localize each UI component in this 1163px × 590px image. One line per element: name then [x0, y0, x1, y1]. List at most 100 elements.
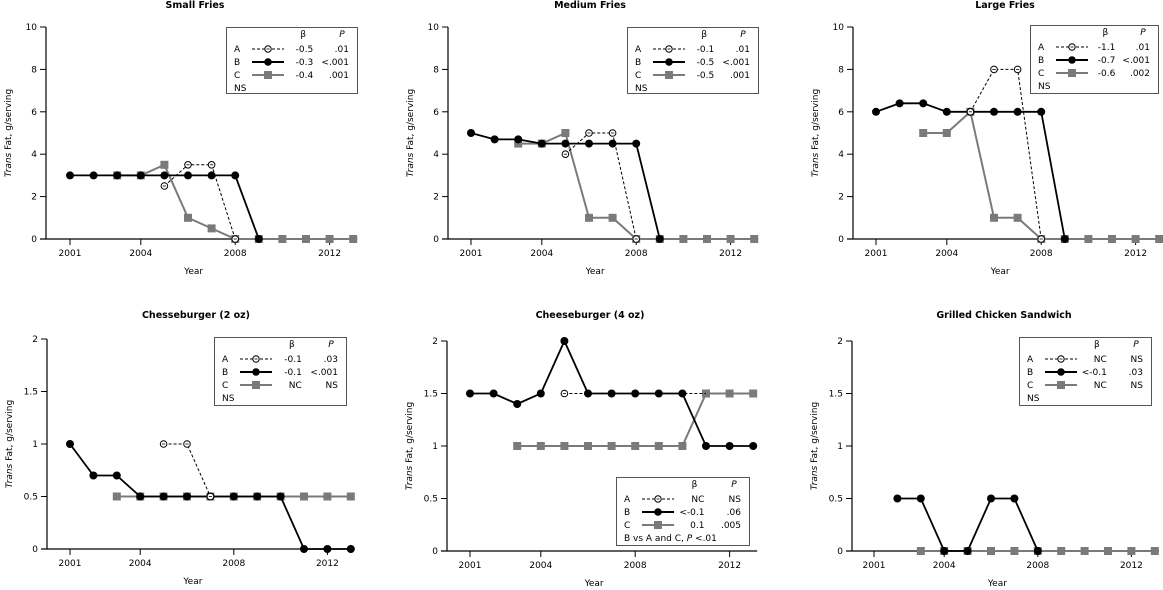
legend-marker-B — [1057, 368, 1065, 376]
legend-header-p: P — [731, 480, 737, 490]
data-point-B — [66, 171, 74, 180]
y-tick-label: 1 — [32, 440, 38, 450]
data-point-B — [323, 545, 332, 553]
data-point-C — [749, 389, 758, 398]
legend-beta-C: -0.4 — [296, 71, 314, 81]
chart-title: Small Fries — [166, 0, 225, 11]
legend-box — [226, 27, 358, 94]
data-point-B — [942, 107, 951, 116]
legend-beta-A: NC — [691, 495, 704, 505]
data-point-C — [1010, 547, 1019, 555]
data-point-B — [872, 107, 880, 116]
x-tick-label: 2001 — [459, 561, 482, 571]
data-point-B — [702, 442, 710, 450]
y-tick-label: 10 — [26, 23, 38, 33]
legend-p-A: .01 — [736, 45, 750, 55]
legend-p-A: NS — [729, 495, 742, 505]
chart-title: Chesseburger (2 oz) — [142, 310, 250, 321]
y-tick-label: 1.5 — [829, 390, 843, 400]
legend-header-beta: β — [1102, 28, 1108, 38]
legend-box — [1030, 25, 1159, 94]
x-tick-label: 2008 — [1026, 561, 1049, 571]
data-point-C — [302, 235, 310, 243]
chart-title: Large Fries — [975, 0, 1035, 11]
data-point-C — [584, 442, 592, 450]
data-point-C — [1013, 213, 1022, 222]
legend-header-beta: β — [692, 480, 698, 490]
y-tick-label: 0.5 — [24, 493, 38, 503]
legend-label-C: C — [635, 71, 641, 81]
legend: β P A NC NS B <-0.1 .03 C NC NS NS — [1019, 337, 1152, 406]
legend-header-p: P — [1133, 340, 1139, 350]
legend-marker-C — [1057, 381, 1065, 389]
y-tick-label: 4 — [838, 150, 844, 160]
data-point-C — [631, 442, 640, 450]
series-B — [872, 99, 1069, 243]
legend-label-A: A — [222, 355, 229, 365]
series-A — [966, 65, 1045, 243]
y-tick-label: 0 — [32, 545, 38, 555]
legend-beta-A: NC — [1094, 355, 1107, 365]
x-tick-label: 2012 — [1120, 561, 1143, 571]
data-point-C — [725, 389, 734, 398]
series-line-B — [875, 102, 1066, 240]
data-point-B — [537, 139, 546, 148]
series-A — [159, 440, 215, 501]
legend: β P A -0.5 .01 B -0.3 <.001 C -0.4 .001 NS — [226, 27, 358, 94]
data-point-B — [229, 492, 238, 501]
x-axis-label: Year — [990, 267, 1010, 277]
x-tick-label: 2008 — [624, 561, 647, 571]
data-point-B — [231, 171, 240, 180]
y-axis-label: Trans Fat, g/serving — [810, 402, 820, 490]
series-A — [160, 161, 239, 243]
data-point-B — [207, 171, 216, 180]
data-point-B — [893, 494, 902, 503]
legend-p-C: NS — [1131, 381, 1144, 391]
data-point-C — [1080, 547, 1089, 555]
data-point-B — [632, 139, 641, 148]
legend-p-C: .001 — [730, 71, 750, 81]
data-point-B — [584, 389, 592, 398]
data-point-C — [703, 235, 711, 243]
series-line-A — [163, 443, 211, 497]
data-point-C — [654, 442, 663, 450]
data-point-B — [467, 129, 475, 137]
series-C — [513, 389, 758, 450]
y-tick-label: 1.5 — [24, 388, 38, 398]
data-point-C — [536, 442, 545, 450]
data-point-C — [607, 442, 616, 450]
legend-beta-B: <-0.1 — [1082, 368, 1107, 378]
data-point-B — [466, 389, 474, 398]
legend-note: NS — [234, 84, 247, 94]
chart-panel-2: Medium Fries 0 2 4 6 8 10 2001 2004 2008 2012 Year T… — [406, 0, 759, 277]
legend-box — [214, 337, 347, 406]
data-point-B — [919, 99, 928, 108]
x-tick-label: 2001 — [865, 249, 888, 259]
legend-label-B: B — [1038, 56, 1044, 66]
legend-box — [1019, 337, 1152, 406]
data-point-B — [346, 545, 355, 553]
series-line-B — [897, 497, 1039, 552]
data-point-B — [300, 545, 308, 553]
x-axis-label: Year — [183, 267, 203, 277]
chart-panel-6: Grilled Chicken Sandwich 0 0.5 1 1.5 2 2001 200… — [810, 310, 1159, 589]
legend-beta-B: <-0.1 — [679, 508, 704, 518]
legend-note: B vs A and C, P <.01 — [624, 534, 717, 544]
data-point-C — [561, 129, 570, 137]
data-point-C — [1131, 235, 1140, 243]
data-point-C — [750, 235, 759, 243]
data-point-C — [514, 139, 523, 148]
data-point-B — [66, 440, 74, 448]
chart-title: Grilled Chicken Sandwich — [936, 310, 1071, 321]
legend-marker-B — [252, 368, 260, 376]
data-point-B — [916, 494, 925, 503]
legend-p-B: .03 — [1129, 368, 1143, 378]
legend-p-A: NS — [1131, 355, 1144, 365]
y-tick-label: 6 — [433, 108, 439, 118]
legend-marker-B — [264, 58, 272, 66]
x-tick-label: 2004 — [935, 249, 958, 259]
data-point-C — [346, 492, 355, 501]
x-tick-label: 2012 — [316, 559, 339, 569]
legend-header-p: P — [1140, 28, 1146, 38]
data-point-C — [1150, 547, 1159, 555]
